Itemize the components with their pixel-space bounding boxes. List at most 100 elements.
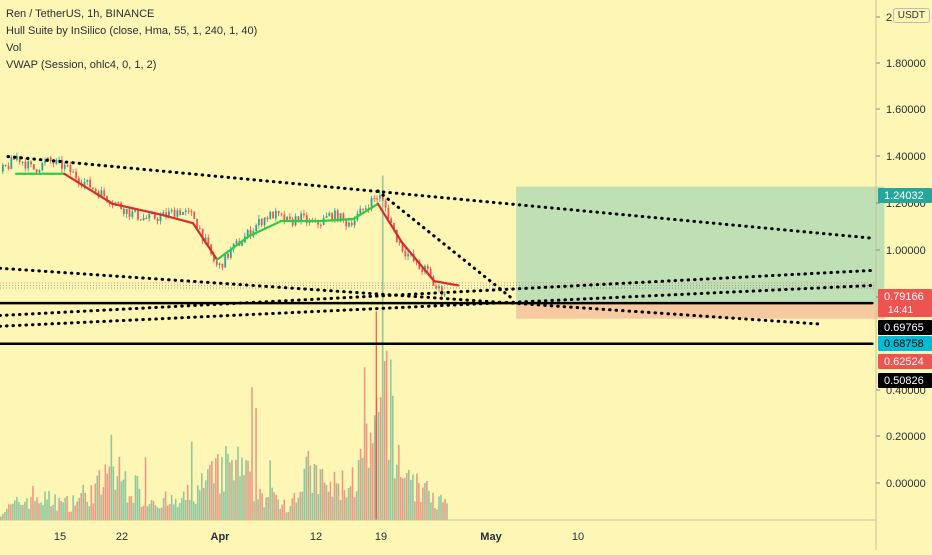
volume-bar xyxy=(341,470,344,520)
volume-bar xyxy=(20,504,22,520)
volume-bar xyxy=(333,471,336,520)
volume-bar xyxy=(379,397,382,520)
candle-body xyxy=(280,213,283,215)
symbol-title[interactable]: Ren / TetherUS, 1h, BINANCE xyxy=(6,8,155,20)
candle-body xyxy=(407,254,410,257)
candle-body xyxy=(204,237,207,242)
candle-body xyxy=(221,263,224,268)
volume-bar xyxy=(50,506,52,520)
candle-body xyxy=(7,166,10,169)
y-tick-label: 1.80000 xyxy=(886,58,926,70)
candle-body xyxy=(27,161,30,169)
profit-zone xyxy=(516,186,885,304)
candle-body xyxy=(77,178,80,184)
candle-body xyxy=(49,157,52,162)
candle-body xyxy=(139,219,142,221)
volume-bar xyxy=(237,446,239,520)
volume-bar xyxy=(126,502,129,520)
candle-body xyxy=(159,215,162,222)
volume-bar xyxy=(235,459,237,520)
volume-bar xyxy=(104,464,107,520)
candle-body xyxy=(69,165,72,173)
volume-bar xyxy=(428,490,430,520)
volume-bar xyxy=(414,501,416,520)
volume-bar xyxy=(347,488,350,520)
volume-bar xyxy=(62,502,64,520)
volume-bar xyxy=(182,491,185,520)
candle-body xyxy=(291,219,294,226)
volume-bar xyxy=(369,432,372,520)
volume-bar xyxy=(70,511,72,520)
volume-bar xyxy=(142,505,145,520)
volume-bar xyxy=(84,492,87,520)
candle-body xyxy=(145,217,148,219)
candle-body xyxy=(100,190,103,197)
candle-body xyxy=(229,249,232,258)
volume-bar xyxy=(331,496,334,520)
volume-bar xyxy=(40,502,42,520)
volume-bar xyxy=(14,500,16,520)
candle-body xyxy=(63,164,66,169)
volume-bar xyxy=(96,475,99,520)
volume-bar xyxy=(283,499,286,520)
candle-body xyxy=(201,228,204,242)
volume-bar xyxy=(198,490,201,520)
volume-bar xyxy=(233,480,235,520)
volume-bar xyxy=(289,506,292,520)
indicator-volume[interactable]: Vol xyxy=(6,42,22,54)
volume-bar xyxy=(196,485,199,520)
volume-bar xyxy=(329,481,332,520)
volume-bar xyxy=(391,395,394,520)
candle-body xyxy=(435,285,438,289)
volume-bar xyxy=(102,487,105,520)
indicator-vwap[interactable]: VWAP (Session, ohlc4, 0, 1, 2) xyxy=(6,59,157,71)
volume-bar xyxy=(259,488,261,520)
candle-body xyxy=(86,179,89,182)
volume-bar xyxy=(0,516,2,520)
volume-bar xyxy=(277,499,279,520)
price-label: 0.79166 xyxy=(884,291,924,303)
volume-bar xyxy=(434,508,436,520)
candle-body xyxy=(198,228,201,230)
x-tick-label: May xyxy=(480,531,502,543)
volume-bar xyxy=(241,457,243,520)
price-label: 0.62524 xyxy=(884,356,924,368)
volume-bar xyxy=(410,480,412,520)
candle-body xyxy=(162,212,165,216)
hull-line-segment xyxy=(215,234,251,261)
volume-bar xyxy=(257,499,259,520)
volume-bar xyxy=(432,492,434,520)
volume-bar xyxy=(255,408,257,520)
volume-bar xyxy=(176,507,179,520)
volume-bar xyxy=(311,493,314,520)
candle-body xyxy=(440,286,443,296)
volume-bar xyxy=(54,494,56,520)
candle-body xyxy=(241,242,243,246)
volume-bar xyxy=(110,434,113,520)
indicator-hull-suite[interactable]: Hull Suite by InSilico (close, Hma, 55, … xyxy=(6,25,258,37)
volume-bar xyxy=(174,498,177,520)
candle-body xyxy=(125,208,128,214)
candle-body xyxy=(123,208,125,214)
volume-bar xyxy=(207,469,209,520)
volume-bar xyxy=(192,501,195,520)
volume-bar xyxy=(46,499,48,520)
volume-bar xyxy=(402,478,404,520)
volume-bar xyxy=(194,503,197,520)
volume-bar xyxy=(158,508,161,520)
quote-currency-button[interactable]: USDT xyxy=(892,8,930,23)
hull-line-segment xyxy=(191,222,219,261)
volume-bar xyxy=(325,484,328,520)
volume-bar xyxy=(293,492,296,520)
volume-bar xyxy=(399,477,402,520)
volume-bar xyxy=(10,504,12,520)
volume-bar xyxy=(343,490,346,520)
volume-bar xyxy=(130,496,133,520)
loss-zone xyxy=(516,303,885,319)
volume-bar xyxy=(4,512,6,520)
volume-bar xyxy=(387,459,390,520)
candle-body xyxy=(176,210,179,217)
volume-bar xyxy=(345,497,348,520)
